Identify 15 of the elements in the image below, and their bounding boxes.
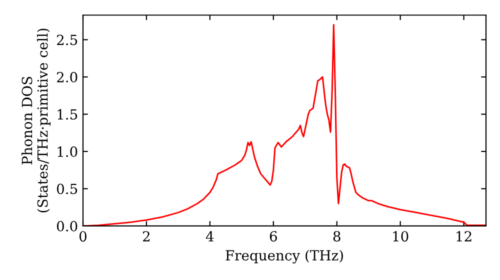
y-tick-label: 1.5 — [58, 109, 78, 120]
x-tick-label: 8 — [333, 231, 340, 242]
x-tick-label: 10 — [393, 231, 408, 242]
x-tick-label: 2 — [142, 231, 150, 242]
y-tick-label: 1.0 — [58, 146, 78, 157]
x-axis-title: Frequency (THz) — [226, 250, 343, 264]
y-tick-label: 2.0 — [56, 72, 78, 82]
y-tick-label: 0.0 — [56, 220, 78, 232]
x-tick-label: 6 — [270, 231, 277, 242]
x-tick-label: 12 — [456, 231, 472, 242]
x-tick-label: 0 — [79, 231, 86, 242]
y-tick-label: 2.5 — [56, 34, 78, 46]
y-axis-title: Phonon DOS (States/THz·primitive cell) — [22, 28, 50, 212]
x-tick-label: 4 — [206, 231, 214, 242]
y-tick-label: 0.5 — [56, 184, 78, 194]
